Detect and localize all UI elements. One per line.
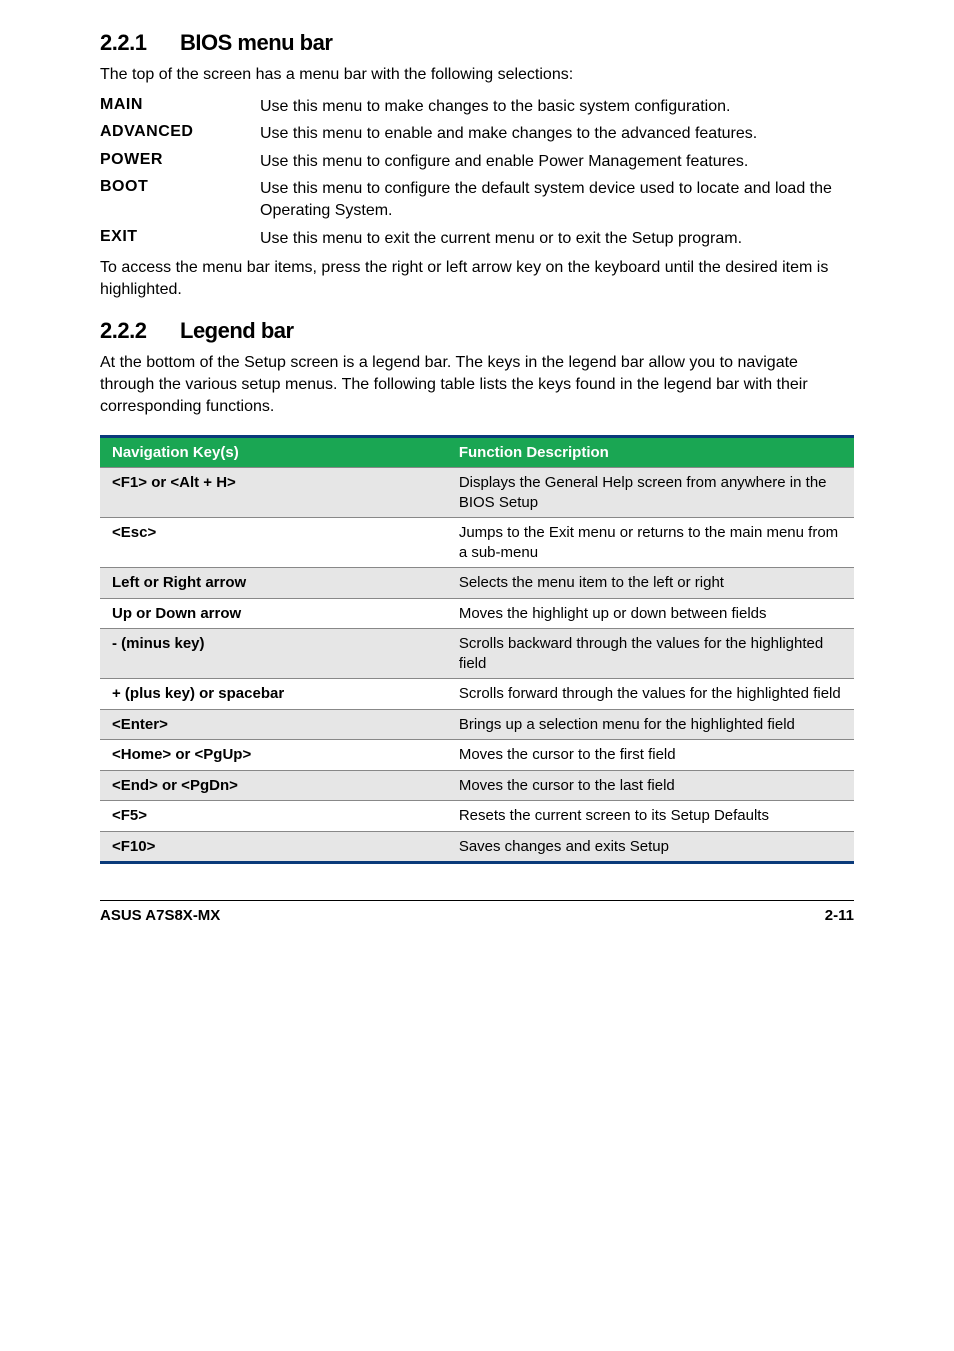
table-cell-key: + (plus key) or spacebar	[100, 679, 447, 710]
table-cell-key: <Home> or <PgUp>	[100, 740, 447, 771]
table-cell-key: <F1> or <Alt + H>	[100, 468, 447, 518]
table-cell-desc: Brings up a selection menu for the highl…	[447, 709, 854, 740]
table-cell-desc: Scrolls forward through the values for t…	[447, 679, 854, 710]
section-heading: BIOS menu bar	[180, 30, 332, 55]
section-title-legend: 2.2.2Legend bar	[100, 318, 854, 344]
table-row: <F1> or <Alt + H>Displays the General He…	[100, 468, 854, 518]
bios-outro: To access the menu bar items, press the …	[100, 257, 854, 300]
definition-desc: Use this menu to configure the default s…	[260, 178, 854, 221]
table-cell-desc: Jumps to the Exit menu or returns to the…	[447, 518, 854, 568]
table-cell-desc: Resets the current screen to its Setup D…	[447, 801, 854, 832]
definition-row: EXITUse this menu to exit the current me…	[100, 228, 854, 250]
definition-row: BOOTUse this menu to configure the defau…	[100, 178, 854, 221]
bios-intro: The top of the screen has a menu bar wit…	[100, 64, 854, 86]
table-header-desc: Function Description	[447, 437, 854, 468]
table-row: + (plus key) or spacebarScrolls forward …	[100, 679, 854, 710]
definition-desc: Use this menu to enable and make changes…	[260, 123, 854, 145]
table-cell-key: <F5>	[100, 801, 447, 832]
definition-row: MAINUse this menu to make changes to the…	[100, 96, 854, 118]
section-title-bios: 2.2.1BIOS menu bar	[100, 30, 854, 56]
table-row: <Enter>Brings up a selection menu for th…	[100, 709, 854, 740]
definition-desc: Use this menu to exit the current menu o…	[260, 228, 854, 250]
table-cell-desc: Scrolls backward through the values for …	[447, 629, 854, 679]
table-cell-desc: Moves the cursor to the last field	[447, 770, 854, 801]
table-row: - (minus key)Scrolls backward through th…	[100, 629, 854, 679]
table-row: <Home> or <PgUp>Moves the cursor to the …	[100, 740, 854, 771]
table-cell-key: <Esc>	[100, 518, 447, 568]
definition-term: BOOT	[100, 178, 260, 221]
table-row: Left or Right arrowSelects the menu item…	[100, 568, 854, 599]
definition-desc: Use this menu to make changes to the bas…	[260, 96, 854, 118]
definition-term: POWER	[100, 151, 260, 173]
table-cell-key: <Enter>	[100, 709, 447, 740]
table-cell-key: Up or Down arrow	[100, 598, 447, 629]
page-footer: ASUS A7S8X-MX 2-11	[100, 900, 854, 924]
definition-row: ADVANCEDUse this menu to enable and make…	[100, 123, 854, 145]
footer-right: 2-11	[825, 907, 854, 924]
table-header-key: Navigation Key(s)	[100, 437, 447, 468]
table-cell-key: - (minus key)	[100, 629, 447, 679]
table-cell-desc: Displays the General Help screen from an…	[447, 468, 854, 518]
section-number: 2.2.1	[100, 30, 180, 56]
definition-term: MAIN	[100, 96, 260, 118]
table-row: <End> or <PgDn>Moves the cursor to the l…	[100, 770, 854, 801]
definition-term: ADVANCED	[100, 123, 260, 145]
table-cell-desc: Moves the highlight up or down between f…	[447, 598, 854, 629]
footer-left: ASUS A7S8X-MX	[100, 907, 220, 924]
table-cell-desc: Selects the menu item to the left or rig…	[447, 568, 854, 599]
table-row: Up or Down arrowMoves the highlight up o…	[100, 598, 854, 629]
definition-row: POWERUse this menu to configure and enab…	[100, 151, 854, 173]
section-number: 2.2.2	[100, 318, 180, 344]
legend-table: Navigation Key(s) Function Description <…	[100, 435, 854, 864]
table-cell-desc: Saves changes and exits Setup	[447, 831, 854, 863]
table-row: <Esc>Jumps to the Exit menu or returns t…	[100, 518, 854, 568]
table-cell-desc: Moves the cursor to the first field	[447, 740, 854, 771]
definition-list: MAINUse this menu to make changes to the…	[100, 96, 854, 250]
table-cell-key: <F10>	[100, 831, 447, 863]
section-heading: Legend bar	[180, 318, 294, 343]
table-cell-key: <End> or <PgDn>	[100, 770, 447, 801]
table-cell-key: Left or Right arrow	[100, 568, 447, 599]
legend-intro: At the bottom of the Setup screen is a l…	[100, 352, 854, 417]
definition-desc: Use this menu to configure and enable Po…	[260, 151, 854, 173]
definition-term: EXIT	[100, 228, 260, 250]
table-row: <F10>Saves changes and exits Setup	[100, 831, 854, 863]
table-row: <F5>Resets the current screen to its Set…	[100, 801, 854, 832]
